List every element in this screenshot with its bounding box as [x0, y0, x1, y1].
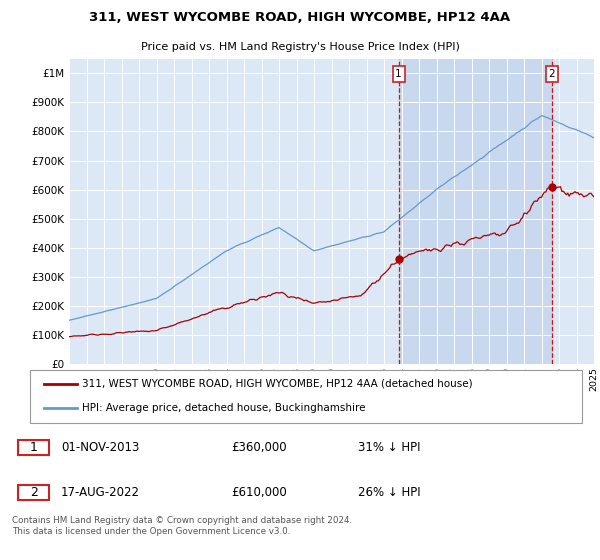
- Text: Contains HM Land Registry data © Crown copyright and database right 2024.
This d: Contains HM Land Registry data © Crown c…: [12, 516, 352, 536]
- FancyBboxPatch shape: [30, 370, 582, 423]
- FancyBboxPatch shape: [18, 440, 49, 455]
- Text: 31% ↓ HPI: 31% ↓ HPI: [358, 441, 420, 454]
- Text: 311, WEST WYCOMBE ROAD, HIGH WYCOMBE, HP12 4AA: 311, WEST WYCOMBE ROAD, HIGH WYCOMBE, HP…: [89, 11, 511, 24]
- Text: £610,000: £610,000: [231, 486, 287, 499]
- Text: 26% ↓ HPI: 26% ↓ HPI: [358, 486, 420, 499]
- Text: 1: 1: [29, 441, 38, 454]
- Text: HPI: Average price, detached house, Buckinghamshire: HPI: Average price, detached house, Buck…: [82, 403, 366, 413]
- FancyBboxPatch shape: [18, 485, 49, 501]
- Text: 01-NOV-2013: 01-NOV-2013: [61, 441, 139, 454]
- Text: Price paid vs. HM Land Registry's House Price Index (HPI): Price paid vs. HM Land Registry's House …: [140, 42, 460, 52]
- Text: 311, WEST WYCOMBE ROAD, HIGH WYCOMBE, HP12 4AA (detached house): 311, WEST WYCOMBE ROAD, HIGH WYCOMBE, HP…: [82, 379, 473, 389]
- Text: 17-AUG-2022: 17-AUG-2022: [61, 486, 140, 499]
- Bar: [398, 59, 552, 364]
- Text: £360,000: £360,000: [231, 441, 287, 454]
- Text: 1: 1: [395, 69, 402, 79]
- Text: 2: 2: [29, 486, 38, 499]
- Text: 2: 2: [548, 69, 555, 79]
